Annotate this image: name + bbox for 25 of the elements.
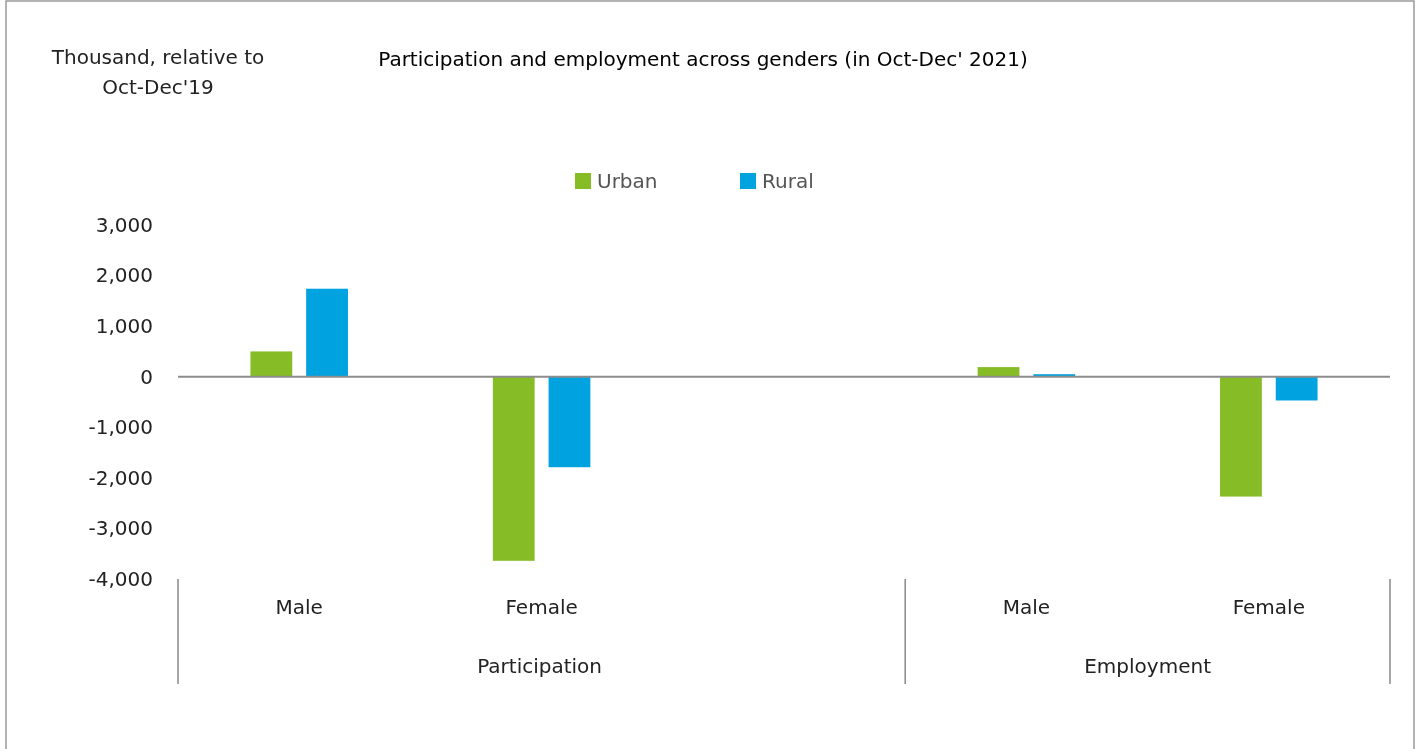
legend-label: Rural — [762, 169, 814, 193]
x-tick-label: Female — [505, 595, 578, 619]
text: Employment — [1084, 654, 1212, 678]
bar — [548, 376, 591, 468]
bar — [1275, 376, 1318, 401]
y-tick-label: -4,000 — [88, 566, 153, 591]
bar — [250, 351, 293, 377]
bar — [492, 376, 535, 561]
y-tick-label: 1,000 — [95, 314, 153, 339]
bar — [1220, 376, 1262, 497]
y-tick-label: 2,000 — [95, 263, 153, 288]
x-tick-label: Male — [275, 595, 323, 619]
y-tick-label: -3,000 — [88, 516, 153, 541]
x-tick-label: Male — [1002, 595, 1051, 619]
text: Participation — [477, 654, 603, 678]
y-tick-label: 3,000 — [95, 212, 153, 237]
text: Thousand, relative to Oct-Dec'19 — [50, 44, 266, 101]
y-tick-label: -1,000 — [88, 415, 153, 440]
bar — [306, 288, 348, 377]
y-tick-label: -2,000 — [88, 465, 153, 490]
legend-label: Urban — [597, 169, 658, 193]
x-tick-label: Female — [1232, 595, 1305, 619]
y-tick-label: 0 — [140, 364, 153, 389]
chart-title: Participation and employment across genders (in Oct-Dec' 2021) — [378, 47, 1028, 71]
bar — [977, 367, 1020, 377]
